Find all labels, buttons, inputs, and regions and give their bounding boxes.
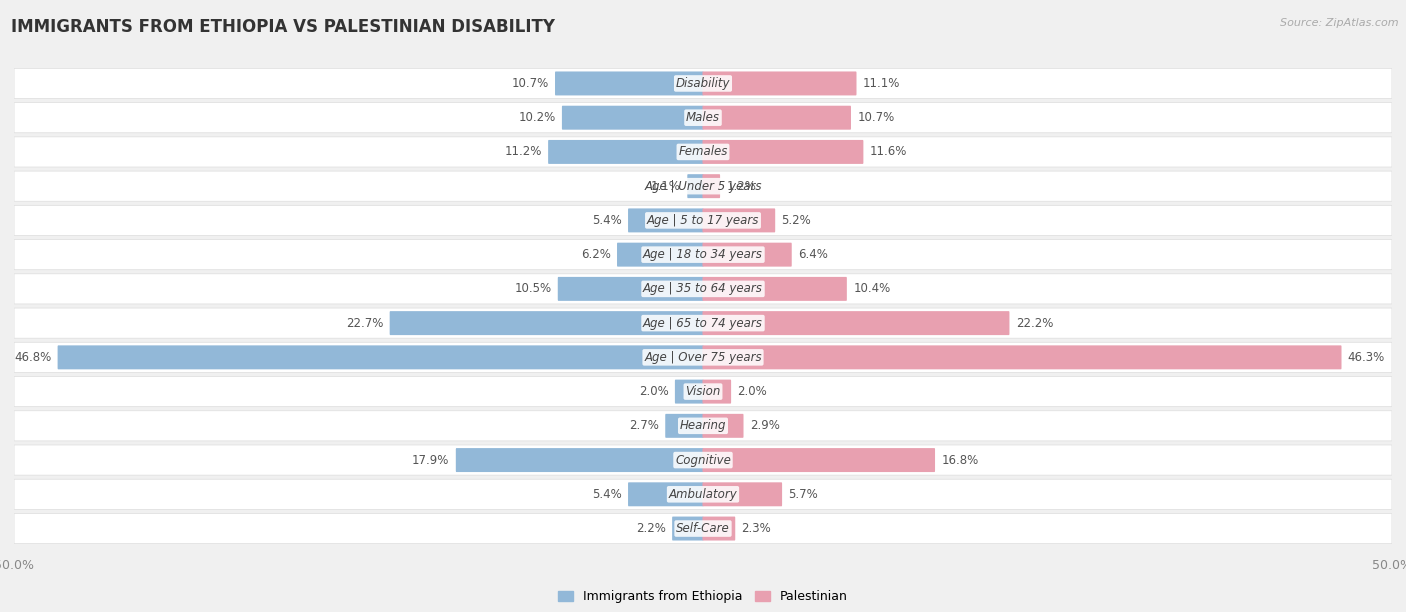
Text: Females: Females (678, 146, 728, 159)
Text: Males: Males (686, 111, 720, 124)
FancyBboxPatch shape (628, 209, 703, 233)
Text: Age | 65 to 74 years: Age | 65 to 74 years (643, 316, 763, 330)
Text: 10.5%: 10.5% (515, 282, 551, 296)
Text: 6.4%: 6.4% (799, 248, 828, 261)
FancyBboxPatch shape (703, 311, 1010, 335)
FancyBboxPatch shape (14, 171, 1392, 201)
FancyBboxPatch shape (703, 140, 863, 164)
Text: Age | 18 to 34 years: Age | 18 to 34 years (643, 248, 763, 261)
FancyBboxPatch shape (703, 277, 846, 301)
FancyBboxPatch shape (703, 414, 744, 438)
Text: 2.7%: 2.7% (628, 419, 659, 432)
FancyBboxPatch shape (14, 137, 1392, 167)
FancyBboxPatch shape (14, 411, 1392, 441)
FancyBboxPatch shape (675, 379, 703, 403)
Text: Age | 5 to 17 years: Age | 5 to 17 years (647, 214, 759, 227)
FancyBboxPatch shape (14, 445, 1392, 475)
Text: Source: ZipAtlas.com: Source: ZipAtlas.com (1281, 18, 1399, 28)
FancyBboxPatch shape (672, 517, 703, 540)
FancyBboxPatch shape (703, 106, 851, 130)
Text: Age | Over 75 years: Age | Over 75 years (644, 351, 762, 364)
Text: 10.4%: 10.4% (853, 282, 890, 296)
FancyBboxPatch shape (58, 345, 703, 369)
Text: 1.1%: 1.1% (651, 180, 681, 193)
FancyBboxPatch shape (665, 414, 703, 438)
Text: 2.9%: 2.9% (749, 419, 780, 432)
Text: 6.2%: 6.2% (581, 248, 610, 261)
FancyBboxPatch shape (14, 376, 1392, 406)
FancyBboxPatch shape (548, 140, 703, 164)
FancyBboxPatch shape (456, 448, 703, 472)
FancyBboxPatch shape (14, 274, 1392, 304)
Text: IMMIGRANTS FROM ETHIOPIA VS PALESTINIAN DISABILITY: IMMIGRANTS FROM ETHIOPIA VS PALESTINIAN … (11, 18, 555, 36)
FancyBboxPatch shape (703, 482, 782, 506)
Text: 5.2%: 5.2% (782, 214, 811, 227)
FancyBboxPatch shape (14, 239, 1392, 270)
FancyBboxPatch shape (14, 206, 1392, 236)
FancyBboxPatch shape (703, 174, 720, 198)
Text: 10.7%: 10.7% (512, 77, 548, 90)
Text: 16.8%: 16.8% (942, 453, 979, 466)
FancyBboxPatch shape (389, 311, 703, 335)
Text: Disability: Disability (676, 77, 730, 90)
Text: 1.2%: 1.2% (727, 180, 756, 193)
FancyBboxPatch shape (558, 277, 703, 301)
Text: 11.1%: 11.1% (863, 77, 900, 90)
FancyBboxPatch shape (14, 308, 1392, 338)
Text: 11.2%: 11.2% (505, 146, 541, 159)
FancyBboxPatch shape (14, 69, 1392, 99)
FancyBboxPatch shape (555, 72, 703, 95)
Text: 46.8%: 46.8% (14, 351, 51, 364)
Text: 22.2%: 22.2% (1015, 316, 1053, 330)
Text: 10.2%: 10.2% (519, 111, 555, 124)
Text: 46.3%: 46.3% (1348, 351, 1385, 364)
FancyBboxPatch shape (703, 379, 731, 403)
FancyBboxPatch shape (562, 106, 703, 130)
Text: 5.4%: 5.4% (592, 488, 621, 501)
Text: Self-Care: Self-Care (676, 522, 730, 535)
FancyBboxPatch shape (703, 448, 935, 472)
FancyBboxPatch shape (628, 482, 703, 506)
FancyBboxPatch shape (703, 517, 735, 540)
Text: Hearing: Hearing (679, 419, 727, 432)
Text: 11.6%: 11.6% (870, 146, 907, 159)
FancyBboxPatch shape (688, 174, 703, 198)
FancyBboxPatch shape (703, 209, 775, 233)
Text: 22.7%: 22.7% (346, 316, 384, 330)
FancyBboxPatch shape (703, 243, 792, 267)
Text: 17.9%: 17.9% (412, 453, 450, 466)
Legend: Immigrants from Ethiopia, Palestinian: Immigrants from Ethiopia, Palestinian (553, 585, 853, 608)
FancyBboxPatch shape (14, 513, 1392, 543)
Text: Age | 35 to 64 years: Age | 35 to 64 years (643, 282, 763, 296)
Text: Cognitive: Cognitive (675, 453, 731, 466)
Text: 2.0%: 2.0% (638, 385, 669, 398)
Text: Ambulatory: Ambulatory (669, 488, 737, 501)
Text: 5.4%: 5.4% (592, 214, 621, 227)
Text: 2.2%: 2.2% (636, 522, 666, 535)
FancyBboxPatch shape (14, 103, 1392, 133)
FancyBboxPatch shape (703, 345, 1341, 369)
FancyBboxPatch shape (703, 72, 856, 95)
FancyBboxPatch shape (617, 243, 703, 267)
Text: Age | Under 5 years: Age | Under 5 years (644, 180, 762, 193)
Text: 2.3%: 2.3% (741, 522, 772, 535)
Text: 5.7%: 5.7% (789, 488, 818, 501)
Text: Vision: Vision (685, 385, 721, 398)
FancyBboxPatch shape (14, 342, 1392, 373)
Text: 2.0%: 2.0% (738, 385, 768, 398)
FancyBboxPatch shape (14, 479, 1392, 509)
Text: 10.7%: 10.7% (858, 111, 894, 124)
